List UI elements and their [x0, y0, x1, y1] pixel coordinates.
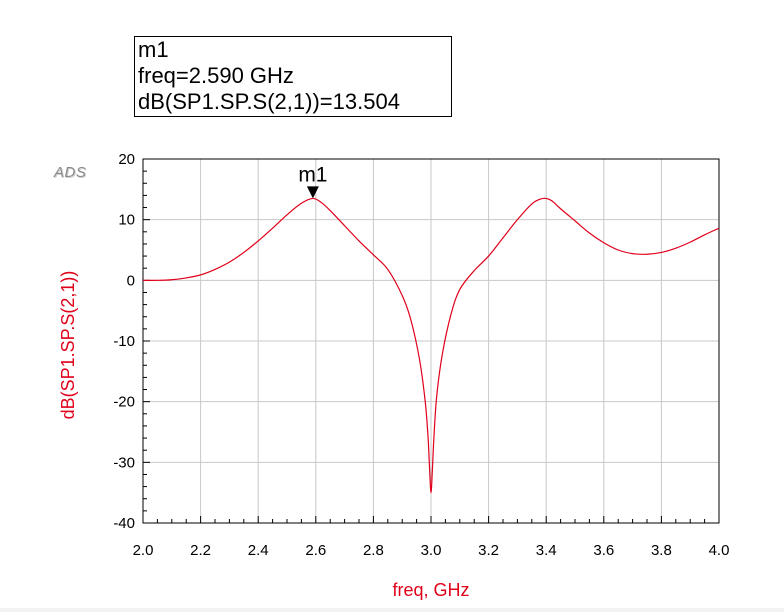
x-tick-label: 3.2: [478, 542, 499, 559]
bottom-rule: [0, 608, 784, 612]
x-tick-label: 3.8: [651, 542, 672, 559]
x-axis-title: freq, GHz: [392, 580, 469, 600]
y-tick-label: -10: [113, 333, 135, 350]
x-tick-label: 2.6: [305, 542, 326, 559]
marker-name: m1: [138, 37, 169, 62]
marker-freq: freq=2.590 GHz: [138, 63, 294, 88]
marker-triangle-icon[interactable]: [306, 186, 319, 199]
plot-frame: [142, 158, 720, 524]
y-tick-label: -30: [113, 454, 135, 471]
y-tick-label: -40: [113, 515, 135, 532]
marker-label: m1: [298, 163, 327, 186]
x-tick-labels: 2.0 2.2 2.4 2.6 2.8 3.0 3.2 3.4 3.6 3.8 4.0: [133, 542, 730, 559]
marker-value: dB(SP1.SP.S(2,1))=13.504: [138, 89, 400, 114]
x-tick-label: 4.0: [709, 542, 730, 559]
plot-grid: [143, 159, 719, 523]
plot-markers: m1: [298, 163, 328, 199]
x-tick-label: 3.4: [536, 542, 557, 559]
x-tick-label: 2.0: [133, 542, 154, 559]
y-tick-labels: 20 10 0 -10 -20 -30 -40: [113, 151, 135, 532]
x-tick-label: 2.2: [190, 542, 211, 559]
marker-readout-box: m1 freq=2.590 GHz dB(SP1.SP.S(2,1))=13.5…: [134, 36, 452, 117]
y-axis-title: dB(SP1.SP.S(2,1)): [58, 271, 78, 420]
y-tick-label: 10: [118, 212, 135, 229]
x-tick-label: 2.8: [363, 542, 384, 559]
y-tick-label: -20: [113, 394, 135, 411]
y-tick-label: 20: [118, 151, 135, 168]
ads-logo: ADS: [54, 164, 87, 181]
y-tick-label: 0: [127, 272, 135, 289]
x-tick-label: 2.4: [248, 542, 269, 559]
x-tick-label: 3.6: [593, 542, 614, 559]
s21-trace: [142, 197, 720, 494]
x-tick-label: 3.0: [421, 542, 442, 559]
